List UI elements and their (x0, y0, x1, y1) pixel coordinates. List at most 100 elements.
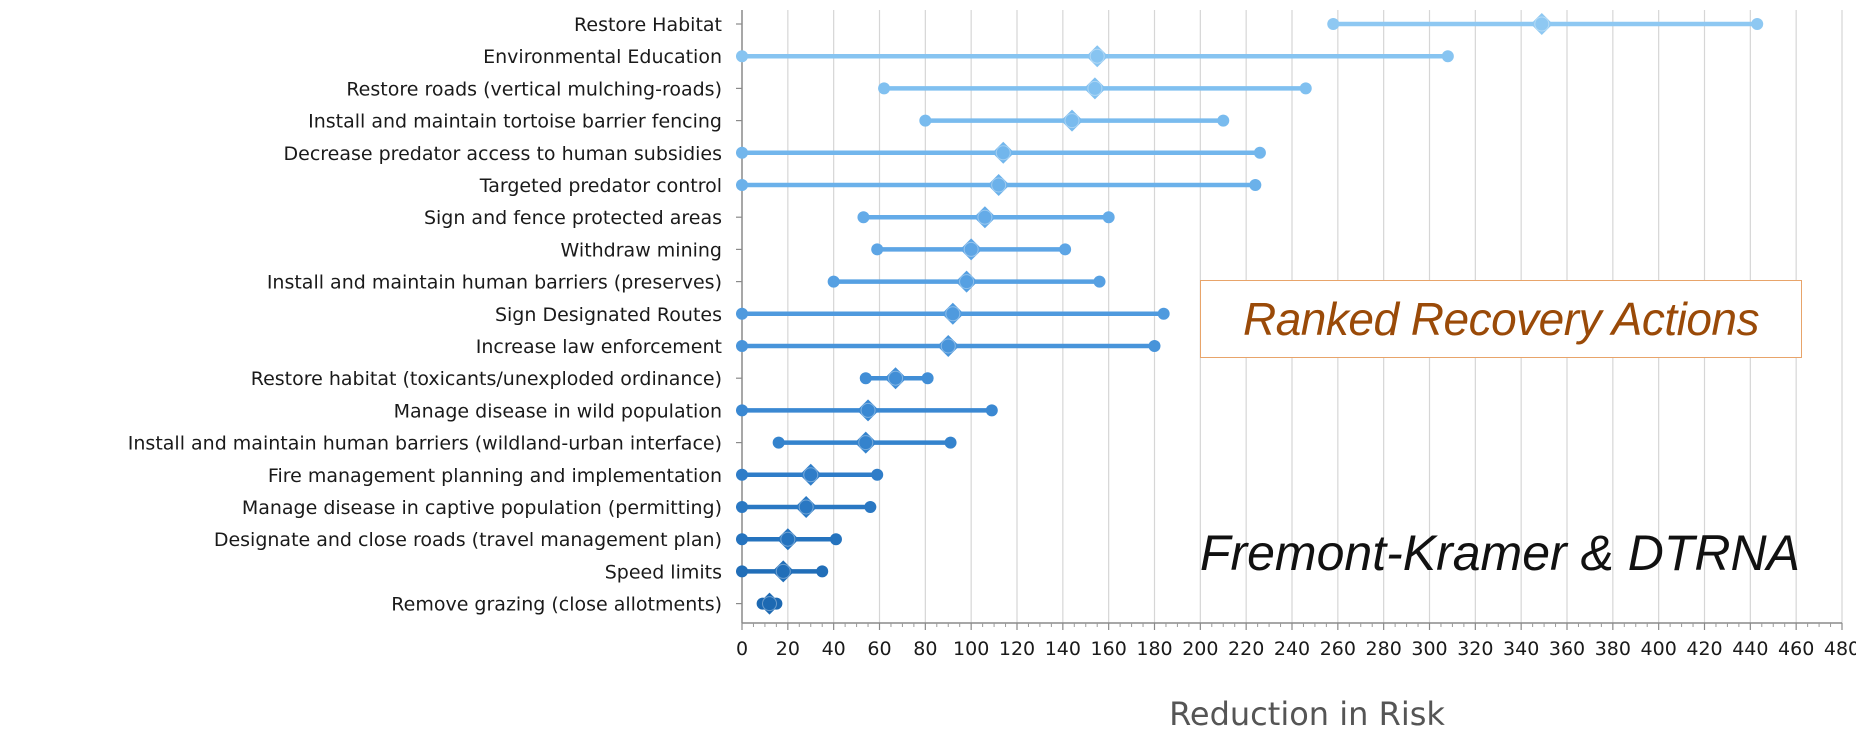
category-label: Manage disease in captive population (pe… (242, 497, 722, 519)
category-label: Speed limits (605, 561, 722, 583)
range-row (827, 270, 1106, 293)
range-mid-dot (1089, 48, 1105, 64)
x-tick-label: 420 (1686, 638, 1722, 660)
range-low-marker (736, 340, 748, 352)
chart-annotation-title: Ranked Recovery Actions (1242, 293, 1760, 345)
range-mid-dot (995, 145, 1011, 161)
range-row (878, 77, 1312, 100)
range-row (736, 302, 1170, 325)
range-high-marker (1253, 146, 1266, 159)
range-high-marker (1093, 275, 1106, 288)
range-row (736, 45, 1454, 68)
range-mid-dot (940, 338, 956, 354)
range-row (736, 174, 1262, 196)
range-high-marker (985, 404, 998, 417)
range-high-marker (871, 468, 884, 481)
range-high-marker (829, 533, 842, 546)
category-label: Manage disease in wild population (394, 400, 722, 422)
category-label: Fire management planning and implementat… (268, 465, 722, 487)
range-low-marker (736, 533, 748, 546)
range-high-marker (1441, 50, 1454, 63)
category-label: Decrease predator access to human subsid… (284, 143, 723, 165)
x-tick-label: 340 (1503, 638, 1539, 660)
chart-annotation-subtitle: Fremont-Kramer & DTRNA (1199, 525, 1800, 581)
category-label: Targeted predator control (479, 175, 722, 197)
chart-annotation-box: Ranked Recovery Actions (1200, 280, 1802, 358)
range-low-marker (736, 307, 748, 320)
range-row (736, 528, 842, 551)
x-tick-labels: 0 20 40 60 80 100 120 140 160 180 200 220 240 260 280 3… (736, 638, 1856, 660)
range-mid-dot (977, 209, 993, 225)
range-row (736, 496, 877, 518)
range-mid-dot (963, 241, 979, 257)
range-mid-dot (803, 467, 819, 483)
range-low-marker (736, 468, 748, 481)
range-low-marker (871, 243, 884, 256)
x-tick-label: 220 (1228, 638, 1264, 660)
range-low-marker (1327, 18, 1340, 30)
range-row (857, 206, 1115, 229)
category-label: Increase law enforcement (476, 336, 722, 358)
x-tick-label: 400 (1641, 638, 1677, 660)
range-mid-dot (762, 596, 777, 612)
category-label: Restore Habitat (574, 14, 722, 36)
range-low-marker (736, 179, 748, 191)
category-label: Remove grazing (close allotments) (391, 594, 722, 616)
range-mid-dot (858, 435, 874, 451)
range-low-marker (736, 50, 748, 63)
range-row (919, 109, 1230, 132)
category-labels: Restore Habitat Environmental Education Re… (128, 14, 722, 616)
range-high-marker (816, 565, 829, 578)
range-row (736, 560, 829, 583)
range-series (736, 13, 1764, 615)
category-label: Restore habitat (toxicants/unexploded or… (251, 368, 722, 390)
range-row (859, 367, 934, 390)
range-mid-dot (798, 499, 814, 515)
x-tick-label: 240 (1274, 638, 1310, 660)
x-tick-label: 100 (953, 638, 989, 660)
range-mid-dot (860, 402, 876, 418)
range-low-marker (859, 372, 872, 385)
category-label: Designate and close roads (travel manage… (214, 529, 722, 551)
x-tick-label: 60 (867, 638, 891, 660)
x-tick-label: 0 (736, 638, 748, 660)
range-high-marker (1299, 82, 1312, 95)
range-high-marker (864, 501, 877, 513)
range-low-marker (736, 146, 748, 159)
x-tick-label: 80 (913, 638, 937, 660)
range-mid-dot (780, 531, 796, 547)
range-mid-dot (1087, 80, 1103, 96)
range-low-marker (827, 275, 840, 288)
x-tick-label: 320 (1457, 638, 1493, 660)
category-label: Install and maintain human barriers (wil… (128, 433, 722, 455)
x-tick-label: 360 (1549, 638, 1585, 660)
range-high-marker (1157, 307, 1170, 320)
x-tick-label: 440 (1732, 638, 1768, 660)
range-row (736, 141, 1266, 164)
category-label: Withdraw mining (561, 239, 722, 261)
x-tick-label: 20 (776, 638, 800, 660)
range-high-marker (944, 436, 957, 449)
category-label: Restore roads (vertical mulching-roads) (346, 78, 722, 100)
x-tick-label: 380 (1595, 638, 1631, 660)
range-row (736, 399, 998, 422)
range-high-marker (1751, 18, 1764, 30)
range-mid-dot (1064, 113, 1080, 129)
range-row (736, 335, 1161, 357)
range-low-marker (736, 501, 748, 513)
range-high-marker (1148, 340, 1161, 352)
range-high-marker (1249, 179, 1262, 191)
range-high-marker (921, 372, 934, 385)
range-mid-dot (1534, 16, 1550, 32)
range-low-marker (736, 404, 748, 417)
x-tick-label: 120 (999, 638, 1035, 660)
range-low-marker (919, 114, 932, 127)
x-tick-label: 180 (1136, 638, 1172, 660)
range-low-marker (878, 82, 891, 95)
range-row (772, 431, 957, 454)
x-tick-label: 480 (1824, 638, 1856, 660)
range-mid-dot (991, 177, 1007, 193)
category-label: Install and maintain human barriers (pre… (267, 272, 722, 294)
category-label: Sign Designated Routes (495, 304, 722, 326)
